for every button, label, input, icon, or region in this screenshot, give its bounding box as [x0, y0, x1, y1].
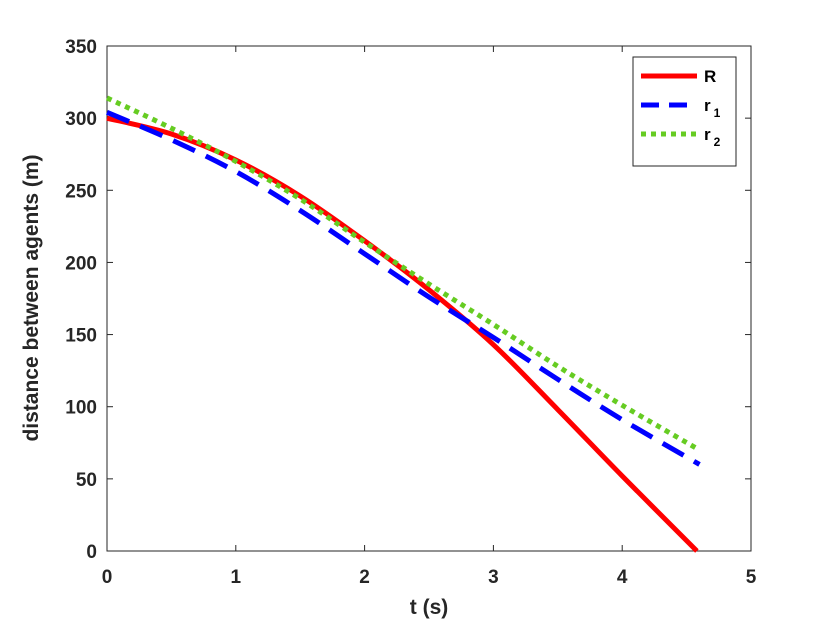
legend: Rr 1r 2 — [632, 56, 737, 167]
y-tick-label: 200 — [65, 253, 97, 274]
y-axis-ticks: 0 50 100 150 200 250 300 350 — [65, 37, 751, 563]
y-tick-label: 0 — [86, 542, 97, 563]
x-tick-label: 5 — [746, 567, 757, 588]
x-axis-label: t (s) — [410, 596, 449, 619]
x-tick-label: 3 — [488, 567, 499, 588]
legend-box — [632, 56, 737, 167]
y-axis-label: distance between agents (m) — [20, 154, 43, 441]
y-tick-label: 350 — [65, 37, 97, 58]
series-line-r1 — [106, 110, 701, 467]
x-tick-label: 2 — [359, 567, 370, 588]
x-tick-label: 1 — [231, 567, 242, 588]
y-tick-label: 300 — [65, 109, 97, 130]
legend-label-r: R — [704, 67, 716, 86]
legend-label-subscript: 2 — [714, 135, 721, 149]
x-tick-label: 0 — [102, 567, 113, 588]
series-layer — [105, 95, 701, 553]
legend-label-subscript: 1 — [714, 106, 721, 120]
x-tick-label: 4 — [617, 567, 628, 588]
y-tick-label: 150 — [65, 326, 97, 347]
y-tick-label: 250 — [65, 181, 97, 202]
y-tick-label: 50 — [76, 470, 97, 491]
y-tick-label: 100 — [65, 398, 97, 419]
x-axis-ticks: 0 1 2 3 4 5 — [102, 46, 757, 588]
